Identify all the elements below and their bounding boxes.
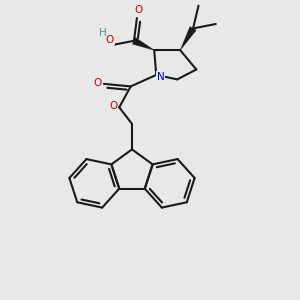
Text: O: O [134,5,142,15]
Text: O: O [106,35,114,45]
Text: N: N [157,72,164,82]
Polygon shape [132,38,154,50]
Polygon shape [180,27,196,50]
Text: O: O [110,101,118,111]
Text: O: O [93,78,101,88]
Text: H: H [99,28,107,38]
